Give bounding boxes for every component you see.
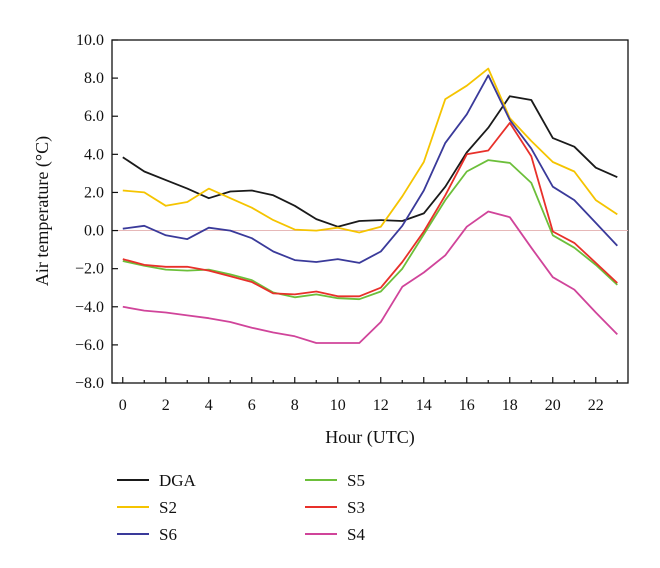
x-tick-label: 14 bbox=[416, 397, 432, 414]
x-tick-label: 6 bbox=[248, 397, 256, 414]
legend-label-s2: S2 bbox=[159, 498, 177, 517]
x-tick-label: 12 bbox=[373, 397, 389, 414]
series-line-s6 bbox=[122, 74, 618, 264]
legend-label-s3: S3 bbox=[347, 498, 365, 517]
plot-frame bbox=[111, 39, 629, 384]
y-tick-label: 0.0 bbox=[84, 223, 104, 240]
series-line-s4 bbox=[122, 210, 618, 344]
x-tick-label: 10 bbox=[330, 397, 346, 414]
x-tick-label: 0 bbox=[119, 397, 127, 414]
x-tick-label: 16 bbox=[459, 397, 475, 414]
y-tick-label: −8.0 bbox=[75, 375, 104, 392]
y-axis-title: Air temperature (°C) bbox=[32, 136, 53, 286]
axes: −8.0 −6.0 −4.0 −2.0 0.0 2.0 4.0 6.0 8.0 10.0 0 2 4 6 8… bbox=[75, 32, 618, 414]
y-tick-label: 8.0 bbox=[84, 70, 104, 87]
y-tick-label: −2.0 bbox=[75, 261, 104, 278]
y-tick-label: 10.0 bbox=[76, 32, 104, 49]
x-tick-label: 8 bbox=[291, 397, 299, 414]
series-line-dga bbox=[122, 95, 618, 228]
x-tick-label: 22 bbox=[588, 397, 604, 414]
y-tick-label: 6.0 bbox=[84, 108, 104, 125]
series-line-s3 bbox=[122, 122, 618, 298]
y-tick-label: −4.0 bbox=[75, 299, 104, 316]
legend-label-s6: S6 bbox=[159, 525, 177, 544]
legend-label-dga: DGA bbox=[159, 471, 197, 490]
series-line-s2 bbox=[122, 67, 618, 234]
y-tick-label: 4.0 bbox=[84, 146, 104, 163]
y-tick-label: −6.0 bbox=[75, 337, 104, 354]
legend-label-s4: S4 bbox=[347, 525, 365, 544]
y-tick-label: 2.0 bbox=[84, 184, 104, 201]
legend: DGA S2 S6 S5 S3 S4 bbox=[117, 471, 365, 544]
x-tick-label: 20 bbox=[545, 397, 561, 414]
x-tick-label: 18 bbox=[502, 397, 518, 414]
x-tick-label: 2 bbox=[162, 397, 170, 414]
legend-label-s5: S5 bbox=[347, 471, 365, 490]
x-axis-title: Hour (UTC) bbox=[325, 427, 414, 448]
series-lines bbox=[122, 67, 618, 344]
plot-area bbox=[111, 39, 629, 384]
x-tick-label: 4 bbox=[205, 397, 213, 414]
